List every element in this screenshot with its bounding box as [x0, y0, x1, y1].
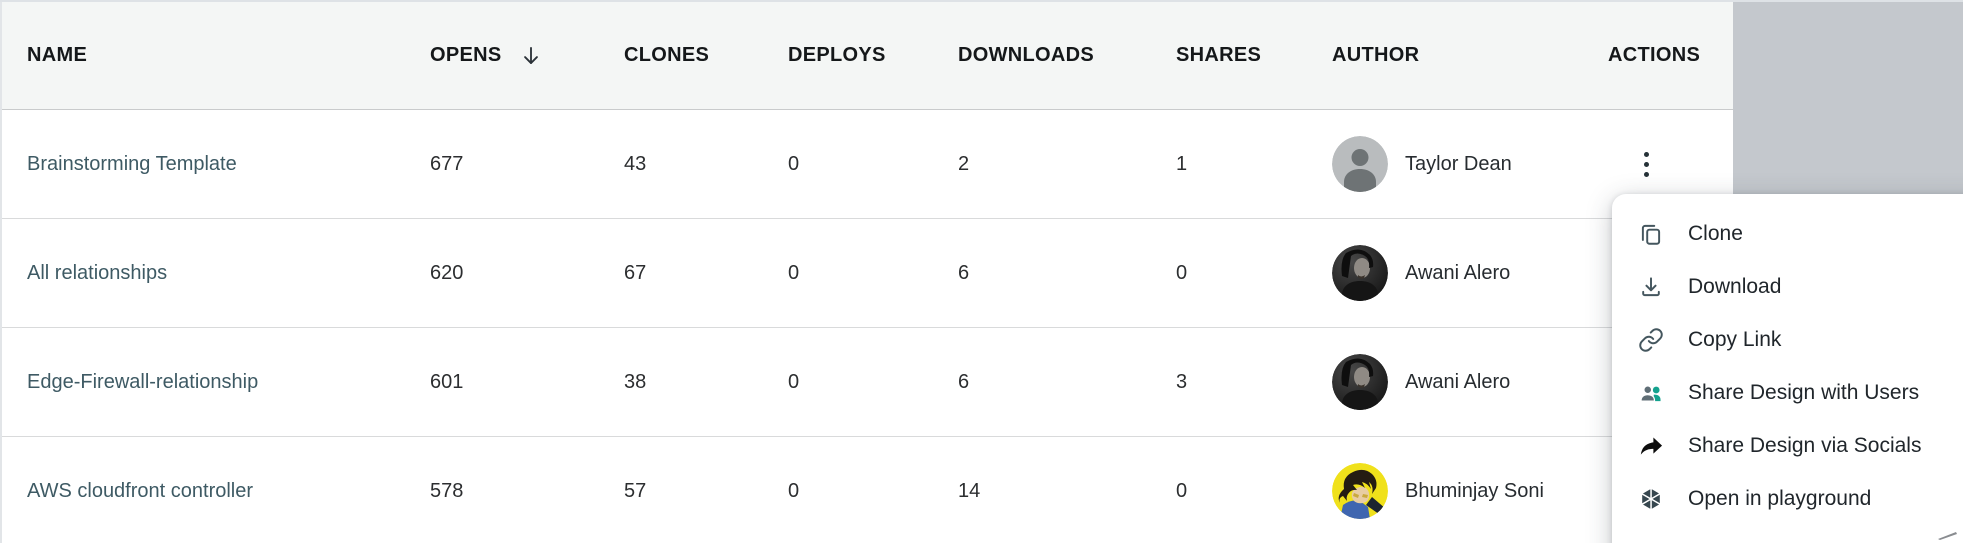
menu-item-share-design-via-socials[interactable]: Share Design via Socials: [1612, 419, 1963, 472]
top-border: [0, 0, 1963, 2]
column-header-shares[interactable]: SHARES: [1176, 44, 1262, 66]
table-row: Edge-Firewall-relationship 601 38 0 6 3: [2, 328, 1733, 437]
clones-value: 43: [624, 152, 647, 175]
column-header-clones[interactable]: CLONES: [624, 44, 710, 66]
opens-value: 601: [430, 370, 464, 393]
shares-value: 0: [1176, 479, 1188, 502]
menu-item-clone[interactable]: Clone: [1612, 207, 1963, 260]
row-actions-context-menu: Clone Download Copy Link S: [1612, 194, 1963, 543]
column-header-opens[interactable]: OPENS: [430, 43, 624, 69]
deploys-value: 0: [788, 152, 800, 175]
generic-person-avatar: [1332, 136, 1388, 192]
column-header-actions: ACTIONS: [1608, 44, 1701, 66]
table-row: AWS cloudfront controller 578 57 0 14 0: [2, 437, 1733, 543]
deploys-value: 0: [788, 370, 800, 393]
row-actions-kebab-button[interactable]: [1635, 147, 1657, 181]
downloads-value: 14: [958, 479, 981, 502]
column-header-downloads[interactable]: DOWNLOADS: [958, 44, 1095, 66]
opens-value: 677: [430, 152, 464, 175]
share-users-icon: [1640, 384, 1661, 402]
table-row: Brainstorming Template 677 43 0 2 1 Tayl…: [2, 110, 1733, 219]
deploys-value: 0: [788, 479, 800, 502]
design-name-link[interactable]: AWS cloudfront controller: [27, 479, 254, 502]
author-cell: Awani Alero: [1332, 245, 1608, 301]
menu-item-share-design-with-users[interactable]: Share Design with Users: [1612, 366, 1963, 419]
author-name: Bhuminjay Soni: [1405, 479, 1544, 502]
author-name: Taylor Dean: [1405, 152, 1512, 175]
downloads-value: 6: [958, 261, 970, 284]
yellow-anime-avatar: [1332, 463, 1388, 519]
share-socials-icon: [1640, 437, 1663, 455]
menu-item-open-in-playground[interactable]: Open in playground: [1612, 472, 1963, 525]
mouse-cursor: [1938, 532, 1957, 540]
clones-value: 67: [624, 261, 647, 284]
design-name-link[interactable]: Edge-Firewall-relationship: [27, 370, 259, 393]
author-cell: Taylor Dean: [1332, 136, 1608, 192]
downloads-value: 2: [958, 152, 970, 175]
table-row: All relationships 620 67 0 6 0: [2, 219, 1733, 328]
designs-table: NAME OPENS CLONES DEPLOYS DOWNLOADS SHAR…: [0, 0, 1733, 543]
clones-value: 38: [624, 370, 647, 393]
opens-value: 620: [430, 261, 464, 284]
shares-value: 1: [1176, 152, 1188, 175]
design-name-link[interactable]: Brainstorming Template: [27, 152, 237, 175]
clones-value: 57: [624, 479, 647, 502]
design-name-link[interactable]: All relationships: [27, 261, 168, 284]
table-header-row: NAME OPENS CLONES DEPLOYS DOWNLOADS SHAR…: [2, 0, 1733, 110]
downloads-value: 6: [958, 370, 970, 393]
copy-link-icon: [1639, 327, 1663, 352]
shares-value: 0: [1176, 261, 1188, 284]
opens-value: 578: [430, 479, 464, 502]
playground-icon: [1640, 486, 1662, 511]
column-header-author[interactable]: AUTHOR: [1332, 44, 1420, 66]
menu-item-copy-link[interactable]: Copy Link: [1612, 313, 1963, 366]
author-name: Awani Alero: [1405, 370, 1511, 393]
author-name: Awani Alero: [1405, 261, 1511, 284]
deploys-value: 0: [788, 261, 800, 284]
dark-photo-avatar: [1332, 354, 1388, 410]
menu-item-download[interactable]: Download: [1612, 260, 1963, 313]
download-icon: [1642, 276, 1660, 296]
sort-descending-icon[interactable]: [518, 43, 544, 69]
column-header-deploys[interactable]: DEPLOYS: [788, 44, 886, 66]
author-cell: Bhuminjay Soni: [1332, 463, 1608, 519]
clone-icon: [1641, 224, 1661, 245]
author-cell: Awani Alero: [1332, 354, 1608, 410]
shares-value: 3: [1176, 370, 1188, 393]
column-header-name[interactable]: NAME: [27, 44, 88, 66]
dark-photo-avatar: [1332, 245, 1388, 301]
